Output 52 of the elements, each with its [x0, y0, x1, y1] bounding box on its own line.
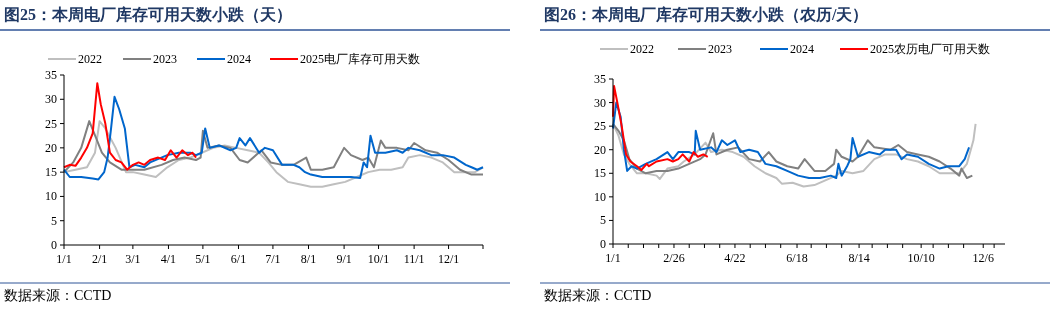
x-tick-label: 8/1	[300, 252, 317, 266]
x-tick-label: 6/1	[230, 252, 247, 266]
x-tick-label: 6/18	[786, 251, 808, 265]
y-tick-label: 0	[51, 238, 57, 252]
y-tick-label: 30	[594, 95, 606, 110]
x-tick-label: 4/22	[724, 251, 746, 265]
legend-label: 2025电厂库存可用天数	[300, 52, 420, 66]
line-series	[612, 101, 971, 179]
legend-label: 2022	[630, 42, 654, 56]
source-note: 数据来源：CCTD	[544, 288, 652, 303]
legend-label: 2023	[708, 42, 732, 56]
line-series	[63, 82, 198, 171]
y-tick-label: 15	[45, 165, 57, 180]
x-tick-label: 10/10	[907, 251, 935, 265]
x-tick-label: 12/1	[437, 252, 460, 266]
x-tick-label: 4/1	[160, 252, 177, 266]
x-tick-label: 9/1	[336, 252, 352, 266]
source-note: 数据来源：CCTD	[4, 288, 112, 303]
y-tick-label: 35	[45, 68, 57, 82]
x-tick-label: 8/14	[848, 251, 870, 265]
y-tick-label: 25	[594, 119, 606, 134]
y-tick-label: 10	[45, 189, 57, 204]
x-tick-label: 1/1	[605, 251, 621, 265]
y-tick-label: 20	[594, 142, 606, 157]
x-tick-label: 10/1	[367, 252, 390, 266]
x-tick-label: 7/1	[265, 252, 281, 266]
x-tick-label: 11/1	[403, 252, 425, 266]
y-tick-label: 5	[600, 213, 606, 228]
y-tick-label: 25	[45, 116, 57, 131]
x-tick-label: 5/1	[195, 252, 211, 266]
legend-label: 2022	[78, 52, 102, 66]
legend-label: 2024	[227, 52, 251, 66]
y-tick-label: 15	[594, 166, 606, 181]
chart-title: 图26：本周电厂库存可用天数小跌（农历/天）	[544, 6, 869, 24]
y-tick-label: 35	[594, 72, 606, 86]
legend-label: 2024	[790, 42, 814, 56]
x-tick-label: 12/6	[972, 251, 994, 265]
legend-label: 2025农历电厂可用天数	[870, 42, 990, 56]
y-tick-label: 30	[45, 92, 57, 107]
legend-label: 2023	[153, 52, 177, 66]
x-tick-label: 1/1	[56, 252, 72, 266]
x-tick-label: 2/26	[663, 251, 685, 265]
y-tick-label: 20	[45, 140, 57, 155]
y-tick-label: 5	[51, 213, 57, 228]
line-series	[612, 85, 709, 171]
x-tick-label: 3/1	[125, 252, 141, 266]
y-tick-label: 10	[594, 189, 606, 204]
y-tick-label: 0	[600, 237, 606, 251]
line-series	[63, 120, 484, 176]
x-tick-label: 2/1	[91, 252, 108, 266]
line-series	[63, 95, 484, 181]
chart-title: 图25：本周电厂库存可用天数小跌（天）	[4, 6, 292, 24]
